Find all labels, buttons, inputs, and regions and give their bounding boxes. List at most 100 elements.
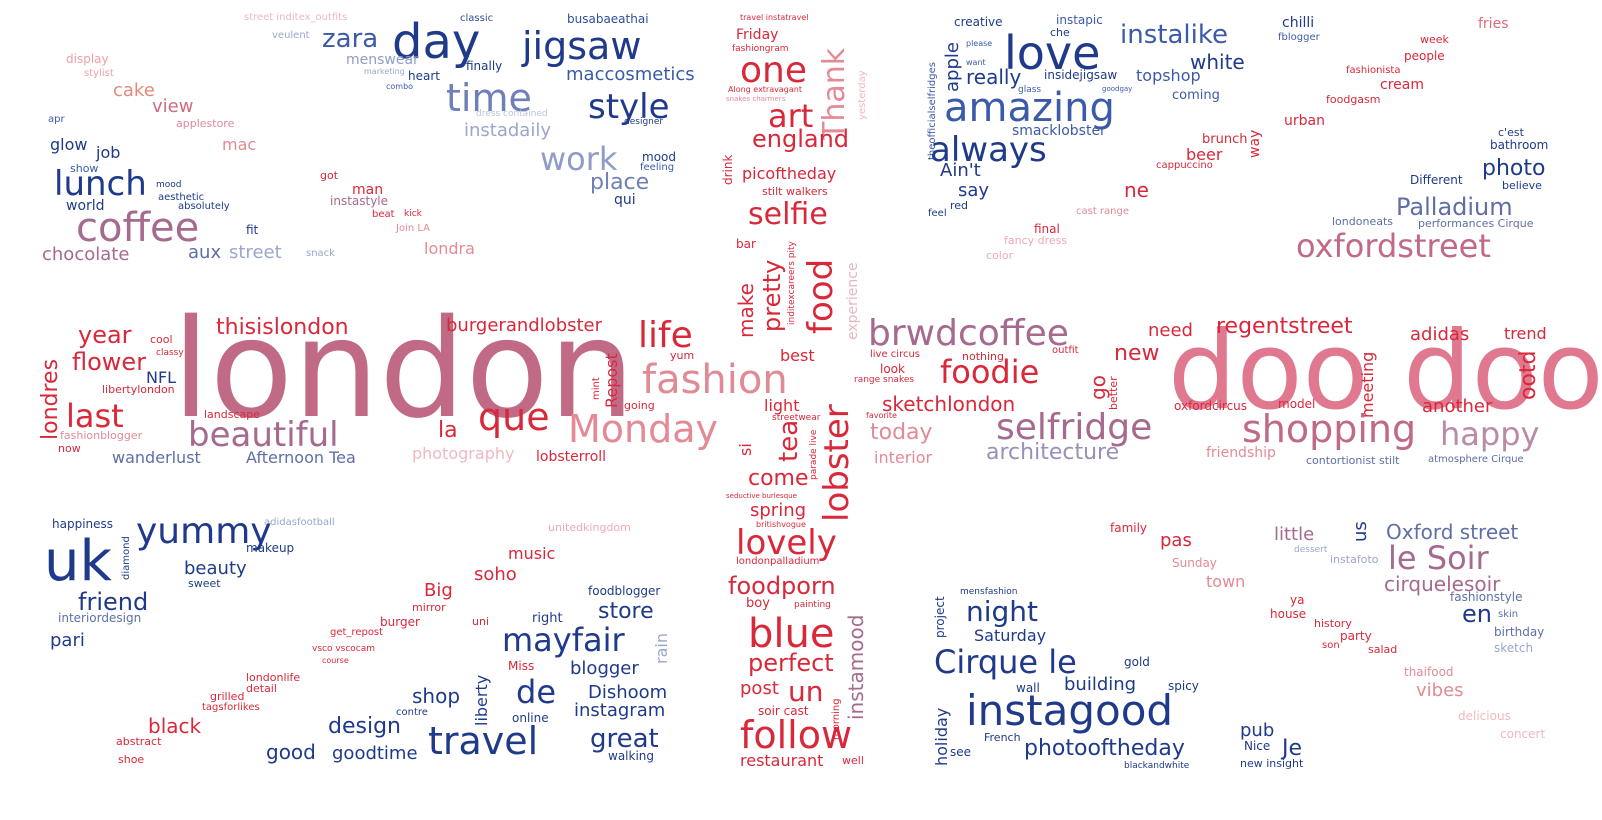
word-dessert: dessert [1294, 545, 1328, 555]
word-restaurant: restaurant [740, 751, 824, 770]
word-night: night [966, 595, 1039, 628]
word-time: time [446, 76, 532, 120]
word-good: good [266, 740, 316, 764]
word-year: year [78, 321, 132, 349]
word-stilt-walkers: stilt walkers [762, 185, 828, 198]
word-cast-range: cast range [1076, 206, 1130, 217]
word-oxfordstreet: oxfordstreet [1296, 227, 1491, 265]
word-pub: pub [1240, 720, 1275, 741]
word-look: look [880, 362, 905, 376]
word-show: show [70, 162, 99, 175]
word-cirquelesoir: cirquelesoir [1384, 572, 1501, 596]
word-feel: feel [928, 208, 947, 219]
word-glass: glass [1018, 85, 1042, 95]
word-smacklobster: smacklobster [1012, 123, 1106, 139]
word-along-extravagant: Along extravagant [728, 85, 802, 94]
word-bar: bar [736, 237, 756, 251]
word-adidas: adidas [1410, 324, 1470, 345]
word-best: best [780, 346, 815, 365]
word-town: town [1206, 572, 1246, 591]
word-model: model [1278, 397, 1316, 411]
word-get-repost: get_repost [330, 627, 384, 638]
word-instagram: instagram [574, 700, 666, 721]
word-friday: Friday [736, 27, 779, 43]
word-delicious: delicious [1458, 709, 1511, 723]
word-skin: skin [1498, 609, 1519, 620]
word-different: Different [1410, 173, 1463, 187]
word-londonlife: londonlife [246, 671, 301, 684]
word-libertylondon: libertylondon [102, 383, 175, 396]
word-pretty: pretty [758, 259, 786, 332]
word-sketch: sketch [1494, 641, 1534, 655]
word-oxford-street: Oxford street [1386, 520, 1519, 544]
word-designer: designer [624, 117, 664, 127]
word-london: london [172, 291, 635, 449]
word-way: way [1247, 129, 1263, 158]
word-marketing: marketing [364, 67, 405, 76]
word-absolutely: absolutely [178, 201, 230, 212]
word-life: life [638, 315, 693, 356]
word-red: red [950, 199, 969, 212]
word-say: say [958, 180, 990, 201]
word-lunch: lunch [54, 164, 147, 204]
word-always: always [930, 130, 1047, 170]
word-well: well [842, 754, 864, 767]
word-monday: Monday [568, 407, 719, 451]
word-dress-contained: dress contained [476, 109, 548, 119]
word-ootd: ootd [1516, 350, 1541, 400]
word-fashionista: fashionista [1346, 65, 1401, 76]
word-travel: travel [428, 719, 539, 763]
word-snack: snack [306, 248, 335, 259]
word-si: si [736, 443, 755, 456]
word-experience: experience [845, 262, 861, 340]
word-instadaily: instadaily [464, 120, 551, 141]
word-pari: pari [50, 630, 85, 651]
word-happiness: happiness [52, 517, 114, 531]
word-fries: fries [1478, 16, 1509, 32]
word-classic: classic [460, 13, 494, 24]
word-blackandwhite: blackandwhite [1124, 761, 1190, 771]
word-la: la [438, 418, 458, 443]
word-feeling: feeling [640, 162, 675, 173]
word-going: going [624, 399, 655, 412]
word-yesterday: yesterday [857, 70, 868, 120]
word-england: england [752, 125, 850, 153]
word-make: make [734, 283, 758, 338]
word-party: party [1340, 629, 1372, 643]
word-goodgay: goodgay [1102, 85, 1133, 93]
word-street-inditex: street inditex_outfits [244, 12, 348, 23]
word-afternoon-tea: Afternoon Tea [246, 448, 356, 467]
word-coming: coming [1172, 88, 1220, 103]
word-fashionblogger: fashionblogger [60, 429, 143, 442]
word-aesthetic: aesthetic [158, 192, 205, 203]
word-new-insight: new insight [1240, 757, 1304, 770]
word-brwdcoffee: brwdcoffee [868, 313, 1069, 354]
word-cake: cake [113, 80, 155, 101]
word-follow: follow [740, 713, 853, 757]
word-food: food [801, 258, 841, 334]
word-online: online [512, 711, 549, 725]
word-brunch: brunch [1202, 132, 1248, 147]
word-chocolate: chocolate [42, 244, 130, 265]
word-en: en [1462, 600, 1492, 628]
word-repost: Repost [602, 353, 621, 408]
word-que: que [478, 395, 550, 439]
word-beer: beer [1186, 145, 1223, 164]
word-fashiongram: fashiongram [732, 44, 789, 54]
word-man: man [352, 182, 384, 198]
word-photo: photo [1482, 156, 1546, 181]
word-menswear: menswear [346, 52, 419, 68]
word-right: right [532, 611, 563, 626]
word-thaifood: thaifood [1404, 665, 1454, 679]
word-glow: glow [50, 135, 88, 154]
word-favorite: favorite [866, 411, 897, 420]
word-last: last [66, 397, 124, 435]
word-holiday: holiday [932, 707, 951, 766]
word-travel-instatravel: travel instatravel [740, 13, 809, 22]
word-beat: beat [372, 209, 395, 220]
word-instalike: instalike [1120, 20, 1228, 50]
word-vsco: vsco vscocam [312, 644, 376, 654]
word-parade-live: parade live [809, 429, 819, 480]
word-coffee: coffee [76, 205, 200, 251]
